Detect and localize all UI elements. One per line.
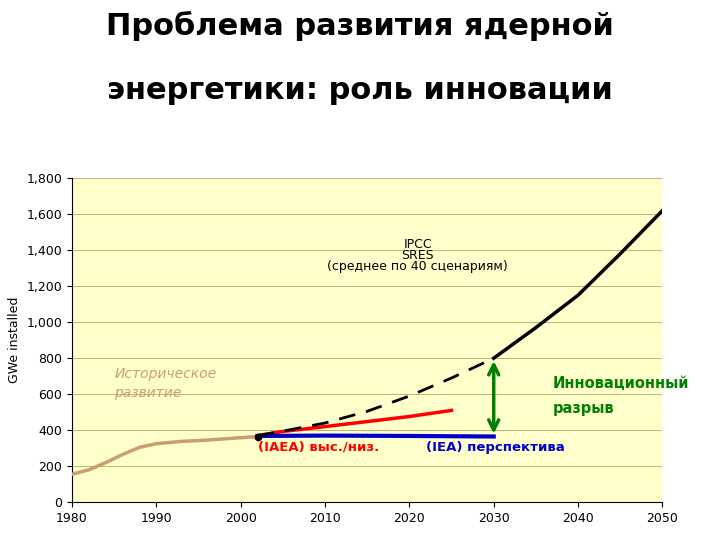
Text: Проблема развития ядерной: Проблема развития ядерной bbox=[106, 11, 614, 41]
Text: (среднее по 40 сценариям): (среднее по 40 сценариям) bbox=[328, 260, 508, 273]
Text: Инновационный
разрыв: Инновационный разрыв bbox=[553, 376, 689, 416]
Text: SRES: SRES bbox=[402, 249, 434, 262]
Text: IPCC: IPCC bbox=[403, 238, 432, 251]
Text: (IEA) перспектива: (IEA) перспектива bbox=[426, 441, 565, 454]
Text: энергетики: роль инновации: энергетики: роль инновации bbox=[107, 76, 613, 105]
Text: Историческое
развитие: Историческое развитие bbox=[114, 367, 216, 400]
Text: (IAEA) выс./низ.: (IAEA) выс./низ. bbox=[258, 441, 379, 454]
Y-axis label: GWe installed: GWe installed bbox=[8, 297, 21, 383]
